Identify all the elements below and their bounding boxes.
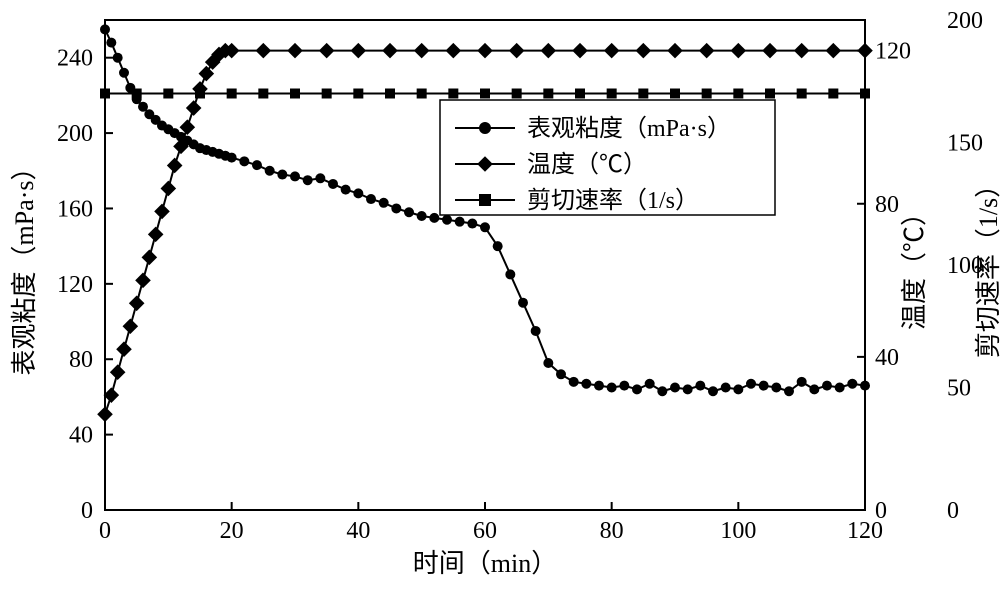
svg-text:表观粘度（mPa·s）: 表观粘度（mPa·s） (527, 115, 731, 142)
svg-text:40: 40 (346, 518, 370, 544)
svg-text:剪切速率（1/s）: 剪切速率（1/s） (527, 187, 699, 214)
chart-svg: 0 20 40 60 80 100 120 时间（min） 0 40 80 120 160 200 240 表… (0, 0, 1000, 600)
svg-text:0: 0 (875, 498, 887, 524)
svg-text:20: 20 (220, 518, 244, 544)
svg-text:0: 0 (947, 498, 959, 524)
svg-text:60: 60 (473, 518, 497, 544)
svg-text:80: 80 (875, 192, 899, 218)
svg-text:40: 40 (69, 423, 93, 449)
svg-text:160: 160 (57, 196, 93, 222)
svg-text:150: 150 (947, 131, 983, 157)
svg-text:80: 80 (69, 347, 93, 373)
svg-text:120: 120 (875, 39, 911, 65)
svg-text:120: 120 (57, 272, 93, 298)
svg-text:240: 240 (57, 46, 93, 72)
svg-text:剪切速率（1/s）: 剪切速率（1/s） (974, 172, 1000, 358)
svg-text:200: 200 (57, 121, 93, 147)
svg-text:时间（min）: 时间（min） (413, 549, 557, 578)
svg-text:80: 80 (600, 518, 624, 544)
svg-text:表观粘度（mPa·s）: 表观粘度（mPa·s） (10, 154, 39, 375)
svg-text:100: 100 (720, 518, 756, 544)
svg-text:50: 50 (947, 376, 971, 402)
svg-text:温度（℃）: 温度（℃） (527, 151, 647, 178)
svg-text:40: 40 (875, 345, 899, 371)
svg-text:0: 0 (99, 518, 111, 544)
svg-text:0: 0 (81, 498, 93, 524)
svg-text:温度（℃）: 温度（℃） (900, 200, 929, 330)
svg-text:200: 200 (947, 8, 983, 34)
chart-container: 0 20 40 60 80 100 120 时间（min） 0 40 80 120 160 200 240 表… (0, 0, 1000, 600)
